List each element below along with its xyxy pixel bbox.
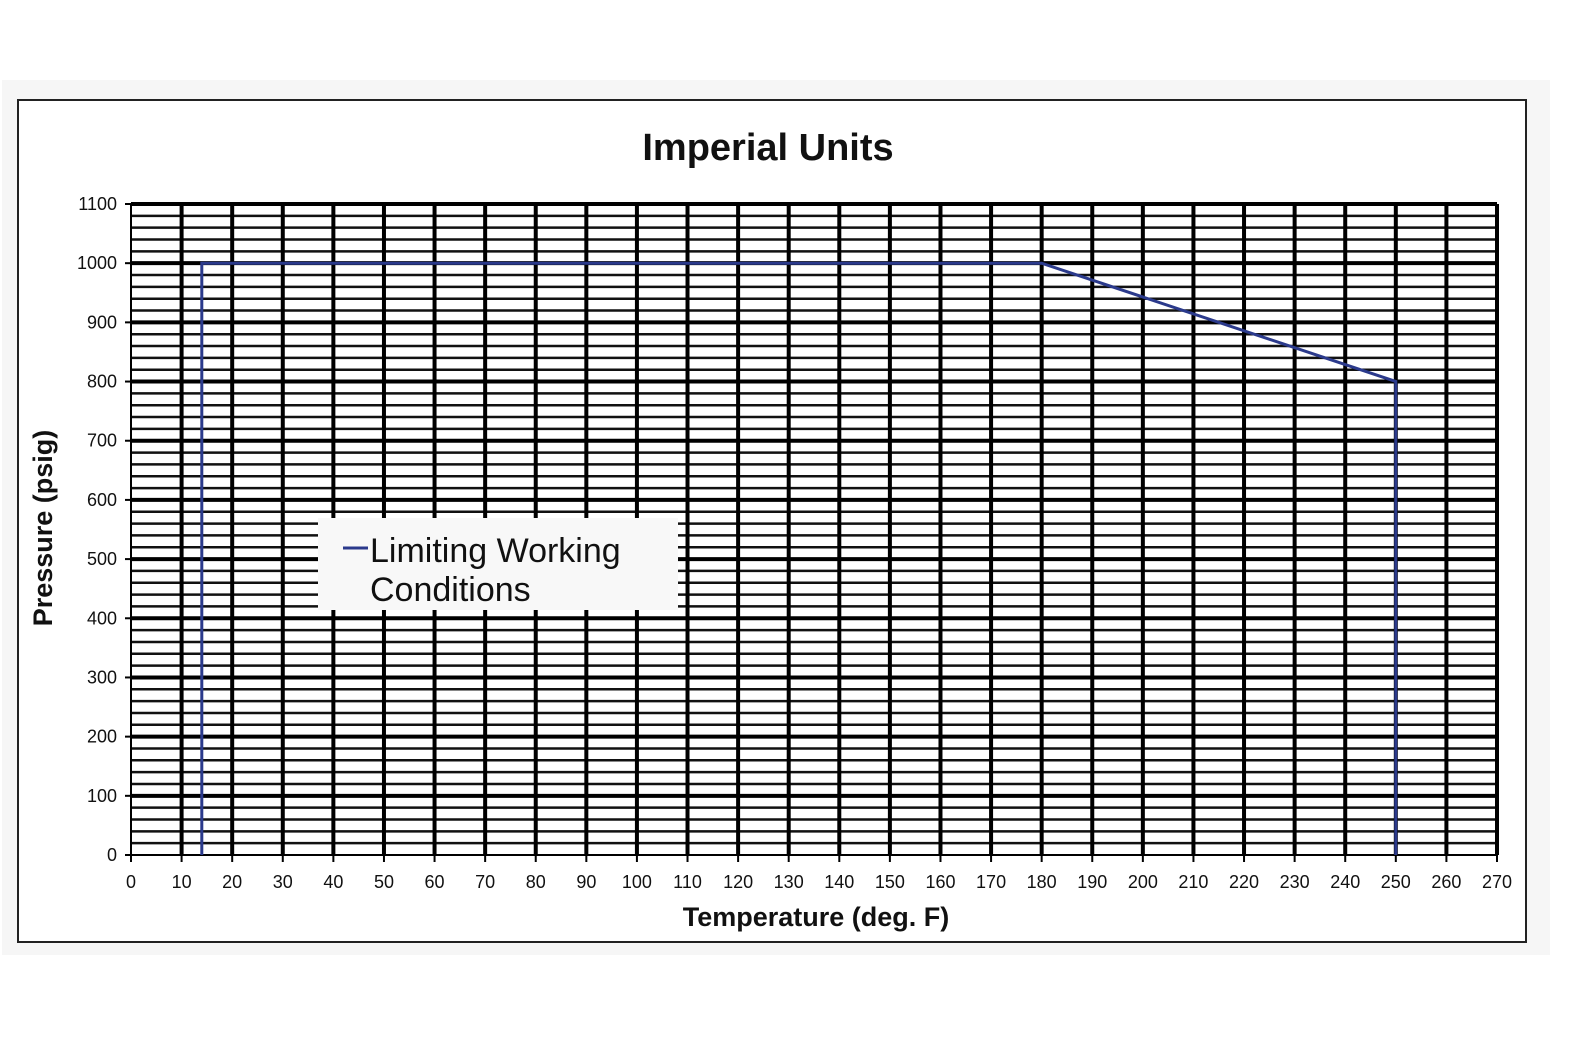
x-tick-label: 90 [576, 872, 596, 892]
y-tick-label: 0 [107, 845, 117, 865]
x-tick-label: 240 [1330, 872, 1360, 892]
y-axis-label: Pressure (psig) [28, 430, 58, 627]
x-tick-label: 10 [172, 872, 192, 892]
y-tick-label: 1000 [77, 253, 117, 273]
x-tick-label: 70 [475, 872, 495, 892]
legend-label-line-1: Limiting Working [370, 532, 621, 570]
x-tick-label: 100 [622, 872, 652, 892]
y-tick-label: 900 [87, 312, 117, 332]
x-tick-label: 50 [374, 872, 394, 892]
y-tick-labels: 0 100 200 300 400 500 600 700 800 900 1000 1100 [77, 194, 117, 865]
x-axis-label: Temperature (deg. F) [683, 902, 950, 932]
x-tick-label: 230 [1280, 872, 1310, 892]
x-tick-label: 150 [875, 872, 905, 892]
chart-frame [17, 99, 1527, 943]
legend-box [318, 518, 678, 610]
x-tick-label: 170 [976, 872, 1006, 892]
series-layer [200, 261, 1398, 855]
x-tick-label: 210 [1178, 872, 1208, 892]
x-tick-label: 200 [1128, 872, 1158, 892]
x-tick-labels: 0 10 20 30 40 50 60 70 80 90 100 110 120 130 140 150 160… [126, 872, 1512, 892]
x-tick-label: 130 [774, 872, 804, 892]
legend-label: Limiting Working Conditions [370, 532, 621, 609]
x-tick-label: 80 [526, 872, 546, 892]
x-tick-label: 260 [1431, 872, 1461, 892]
y-tick-label: 100 [87, 786, 117, 806]
x-tick-label: 30 [273, 872, 293, 892]
y-tick-label: 400 [87, 608, 117, 628]
legend: Limiting Working Conditions [318, 518, 678, 610]
x-tick-label: 0 [126, 872, 136, 892]
x-tick-label: 20 [222, 872, 242, 892]
y-tick-label: 600 [87, 490, 117, 510]
series-line-1 [200, 261, 1398, 855]
chart-title: Imperial Units [642, 127, 893, 169]
legend-label-line-2: Conditions [370, 571, 531, 609]
axes [125, 203, 1498, 862]
x-tick-label: 190 [1077, 872, 1107, 892]
y-tick-label: 500 [87, 549, 117, 569]
minor-gridlines [131, 214, 1497, 845]
x-tick-label: 180 [1027, 872, 1057, 892]
y-tick-label: 800 [87, 372, 117, 392]
y-tick-label: 300 [87, 667, 117, 687]
y-tick-label: 700 [87, 431, 117, 451]
y-tick-label: 1100 [78, 194, 117, 214]
x-tick-label: 160 [925, 872, 955, 892]
x-tick-label: 120 [723, 872, 753, 892]
x-tick-label: 140 [824, 872, 854, 892]
x-tick-label: 250 [1381, 872, 1411, 892]
x-tick-label: 270 [1482, 872, 1512, 892]
x-tick-label: 60 [425, 872, 445, 892]
x-tick-label: 110 [673, 872, 702, 892]
x-tick-label: 220 [1229, 872, 1259, 892]
y-tick-label: 200 [87, 727, 117, 747]
x-tick-label: 40 [323, 872, 343, 892]
